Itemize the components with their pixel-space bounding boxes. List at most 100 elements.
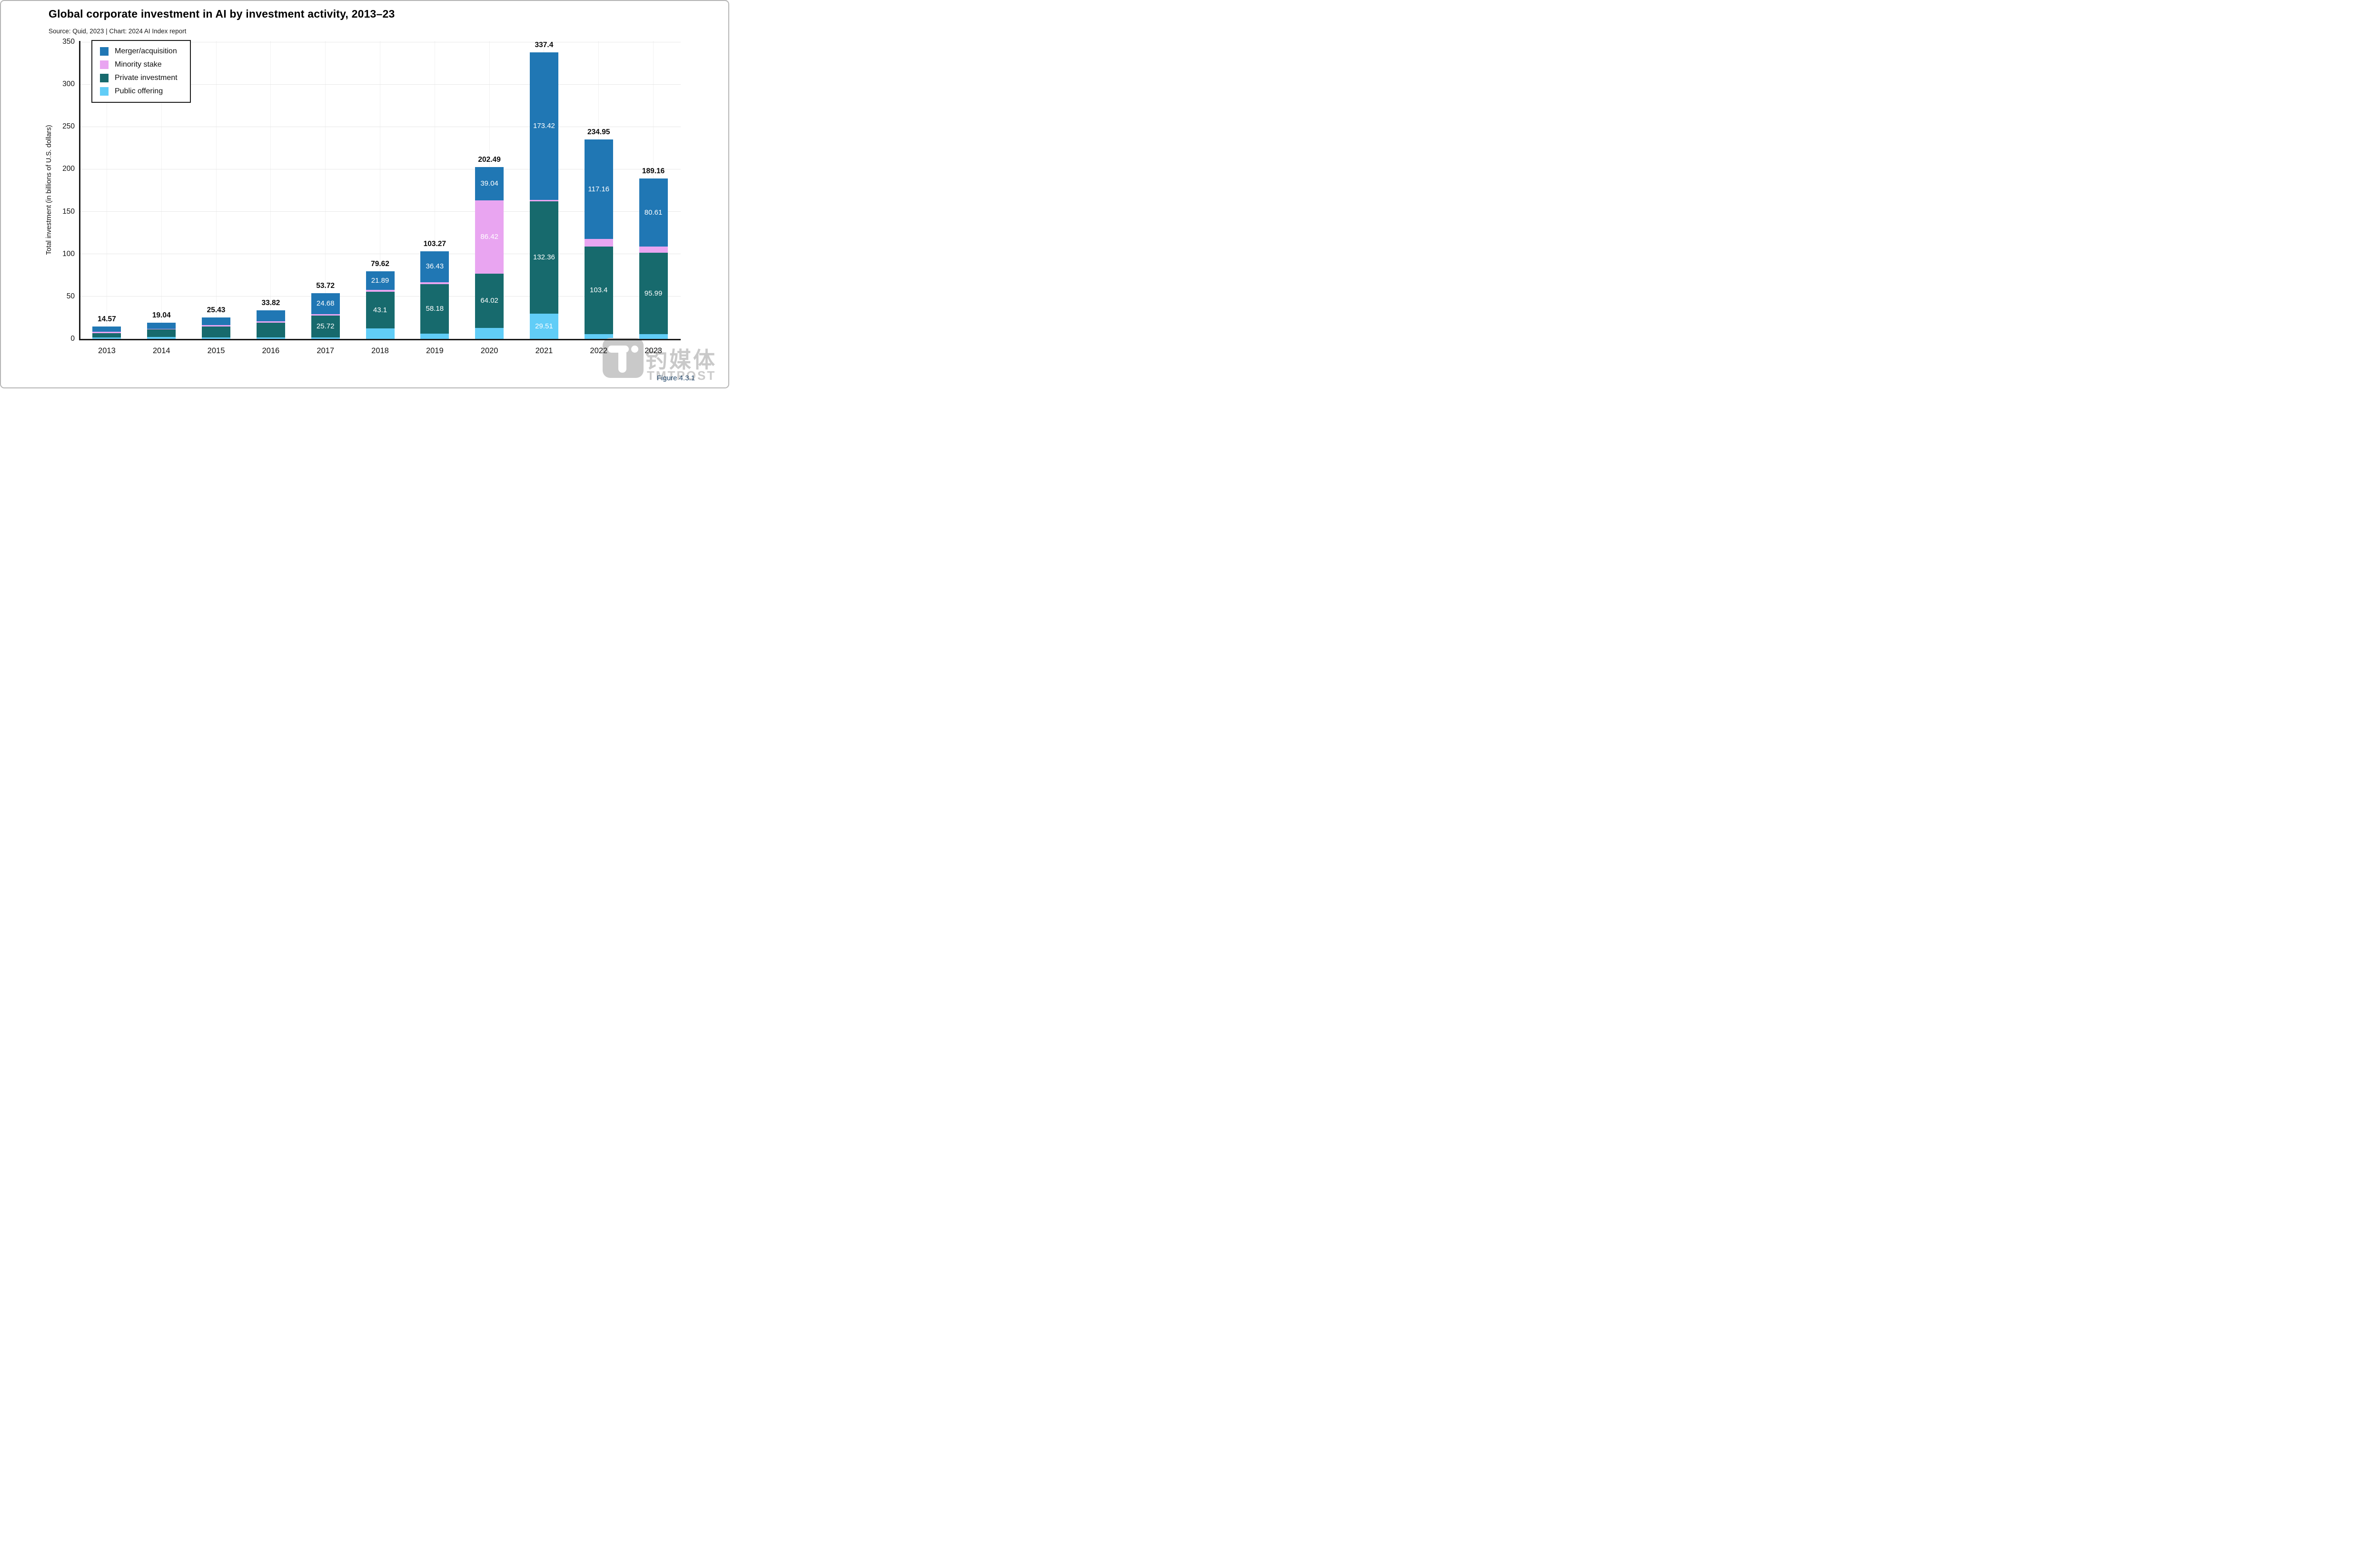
- bar-value-label: 132.36: [533, 253, 555, 262]
- legend-item-merger-acquisition: Merger/acquisition: [100, 47, 178, 56]
- bar-value-label: 36.43: [426, 262, 444, 271]
- bar-segment-merger-acquisition-2016: [256, 310, 285, 322]
- bar-total-label: 103.27: [423, 239, 446, 248]
- bar-segment-private-investment-2017: [311, 316, 340, 337]
- bar-segment-merger-acquisition-2018: [366, 271, 395, 290]
- bar-segment-merger-acquisition-2020: [475, 167, 504, 200]
- chart-title: Global corporate investment in AI by inv…: [49, 8, 395, 20]
- x-axis-label-2022: 2022: [590, 346, 608, 355]
- bar-value-label: 173.42: [533, 122, 555, 130]
- bar-total-label: 337.4: [535, 41, 554, 49]
- bar-total-label: 19.04: [152, 311, 171, 320]
- bar-segment-public-offering-2017: [311, 337, 340, 339]
- y-axis-tick-label: 350: [62, 38, 75, 46]
- bar-value-label: 103.4: [589, 286, 608, 294]
- bar-segment-private-investment-2016: [256, 323, 285, 337]
- bar-segment-private-investment-2014: [147, 329, 176, 337]
- gridline-vertical: [270, 41, 271, 339]
- bar-segment-merger-acquisition-2022: [584, 139, 613, 239]
- bar-segment-merger-acquisition-2013: [92, 327, 121, 332]
- x-axis-label-2021: 2021: [535, 346, 553, 355]
- bar-value-label: 58.18: [426, 304, 444, 313]
- bar-value-label: 86.42: [480, 232, 498, 241]
- bar-segment-minority-stake-2018: [366, 290, 395, 292]
- legend-item-public-offering: Public offering: [100, 87, 178, 96]
- x-axis-line: [79, 339, 681, 340]
- watermark-english-text: TMTPOST: [647, 368, 716, 383]
- logo-dot: [631, 346, 638, 353]
- bar-value-label: 64.02: [480, 296, 498, 305]
- bar-segment-public-offering-2013: [92, 337, 121, 339]
- bar-segment-merger-acquisition-2019: [420, 251, 449, 282]
- y-axis-tick-label: 100: [62, 249, 75, 258]
- gridline-vertical: [325, 41, 326, 339]
- bar-value-label: 117.16: [588, 185, 610, 193]
- x-axis-label-2019: 2019: [426, 346, 444, 355]
- bar-value-label: 95.99: [644, 289, 663, 297]
- legend-swatch-icon: [100, 74, 109, 82]
- bar-segment-public-offering-2015: [202, 337, 231, 339]
- logo-horizontal-bar: [608, 346, 629, 353]
- bar-segment-private-investment-2021: [529, 201, 558, 314]
- bar-segment-minority-stake-2021: [529, 199, 558, 202]
- gridline-vertical: [216, 41, 217, 339]
- legend-label: Private investment: [115, 74, 178, 82]
- bar-segment-public-offering-2016: [256, 337, 285, 339]
- legend-label: Minority stake: [115, 60, 162, 69]
- chart-source: Source: Quid, 2023 | Chart: 2024 AI Inde…: [49, 28, 187, 35]
- y-axis-tick-label: 250: [62, 122, 75, 131]
- legend-swatch-icon: [100, 47, 109, 56]
- bar-segment-minority-stake-2019: [420, 282, 449, 285]
- bar-value-label: 80.61: [644, 208, 663, 217]
- bar-segment-public-offering-2014: [147, 337, 176, 339]
- bar-segment-public-offering-2021: [529, 314, 558, 339]
- bar-value-label: 43.1: [373, 306, 387, 314]
- bar-total-label: 14.57: [98, 315, 116, 324]
- bar-segment-private-investment-2020: [475, 273, 504, 328]
- bar-segment-private-investment-2023: [639, 253, 668, 335]
- bar-segment-private-investment-2019: [420, 284, 449, 334]
- bar-segment-private-investment-2022: [584, 246, 613, 335]
- bar-total-label: 189.16: [642, 167, 665, 175]
- y-axis-tick-label: 50: [66, 292, 75, 300]
- x-axis-label-2020: 2020: [480, 346, 498, 355]
- y-axis-tick-label: 200: [62, 165, 75, 173]
- y-axis-line: [79, 41, 80, 340]
- x-axis-label-2013: 2013: [98, 346, 116, 355]
- legend-label: Merger/acquisition: [115, 47, 177, 55]
- chart-figure: Global corporate investment in AI by inv…: [0, 0, 729, 388]
- bar-total-label: 25.43: [207, 306, 226, 314]
- bar-segment-public-offering-2022: [584, 334, 613, 339]
- legend-swatch-icon: [100, 87, 109, 96]
- bar-total-label: 53.72: [316, 282, 335, 290]
- bar-segment-minority-stake-2015: [202, 325, 231, 327]
- bar-segment-public-offering-2019: [420, 333, 449, 339]
- bar-segment-public-offering-2020: [475, 327, 504, 339]
- bar-segment-private-investment-2018: [366, 292, 395, 329]
- gridline-horizontal: [79, 84, 681, 85]
- y-axis-tick-label: 150: [62, 207, 75, 216]
- bar-value-label: 21.89: [371, 276, 389, 285]
- bar-segment-public-offering-2018: [366, 328, 395, 339]
- bar-segment-private-investment-2015: [202, 326, 231, 337]
- bar-value-label: 39.04: [480, 179, 498, 188]
- bar-segment-minority-stake-2023: [639, 247, 668, 253]
- bar-segment-private-investment-2013: [92, 333, 121, 337]
- bar-total-label: 79.62: [371, 260, 389, 268]
- legend-item-private-investment: Private investment: [100, 74, 178, 82]
- bar-total-label: 33.82: [261, 298, 280, 307]
- y-axis-tick-label: 300: [62, 80, 75, 89]
- x-axis-label-2015: 2015: [207, 346, 225, 355]
- tmtpost-logo-icon: [603, 338, 644, 378]
- bar-segment-minority-stake-2020: [475, 200, 504, 274]
- x-axis-label-2023: 2023: [645, 346, 662, 355]
- bar-value-label: 29.51: [535, 322, 553, 330]
- x-axis-label-2016: 2016: [262, 346, 280, 355]
- bar-value-label: 25.72: [316, 322, 335, 330]
- bar-total-label: 202.49: [478, 155, 501, 164]
- legend-label: Public offering: [115, 87, 163, 95]
- bar-segment-minority-stake-2013: [92, 332, 121, 334]
- logo-vertical-bar: [618, 353, 626, 373]
- x-axis-label-2014: 2014: [152, 346, 170, 355]
- gridline-horizontal: [79, 211, 681, 212]
